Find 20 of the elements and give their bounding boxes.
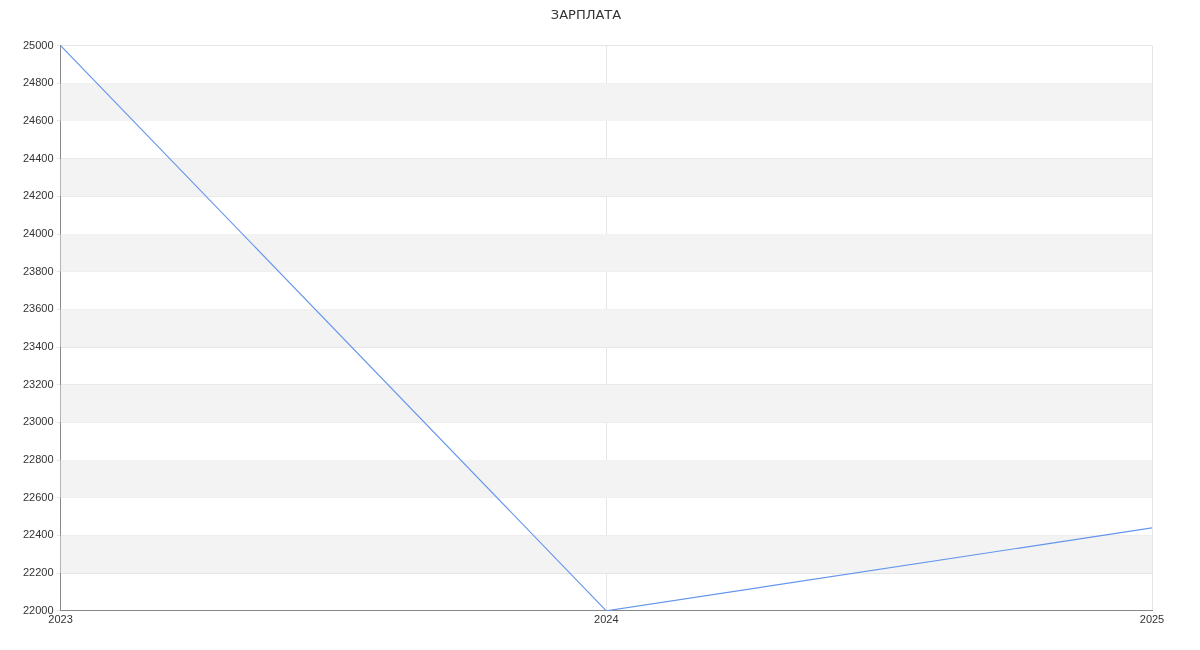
y-tick-label: 25000 (22, 38, 54, 51)
y-tick-label: 23400 (22, 340, 54, 353)
x-tick-label: 2025 (1139, 613, 1165, 626)
y-tick-label: 24000 (22, 227, 54, 240)
x-tick-label: 2023 (48, 613, 73, 626)
y-tick-label: 24200 (22, 189, 54, 202)
y-tick-label: 23800 (22, 264, 54, 277)
y-tick-label: 22600 (22, 490, 54, 503)
y-tick-label: 24600 (22, 113, 54, 126)
y-tick-label: 24400 (22, 151, 54, 164)
y-tick-label: 22800 (22, 453, 54, 466)
y-tick-label: 22400 (22, 528, 54, 541)
chart-title: ЗАРПЛАТА (550, 7, 622, 23)
y-tick-label: 23000 (22, 415, 54, 428)
y-tick-label: 22200 (22, 566, 54, 579)
y-tick-label: 23200 (22, 377, 54, 390)
x-tick-label: 2024 (594, 613, 619, 626)
y-tick-label: 23600 (22, 302, 54, 315)
y-tick-label: 22000 (22, 603, 54, 616)
y-tick-label: 24800 (22, 76, 54, 89)
